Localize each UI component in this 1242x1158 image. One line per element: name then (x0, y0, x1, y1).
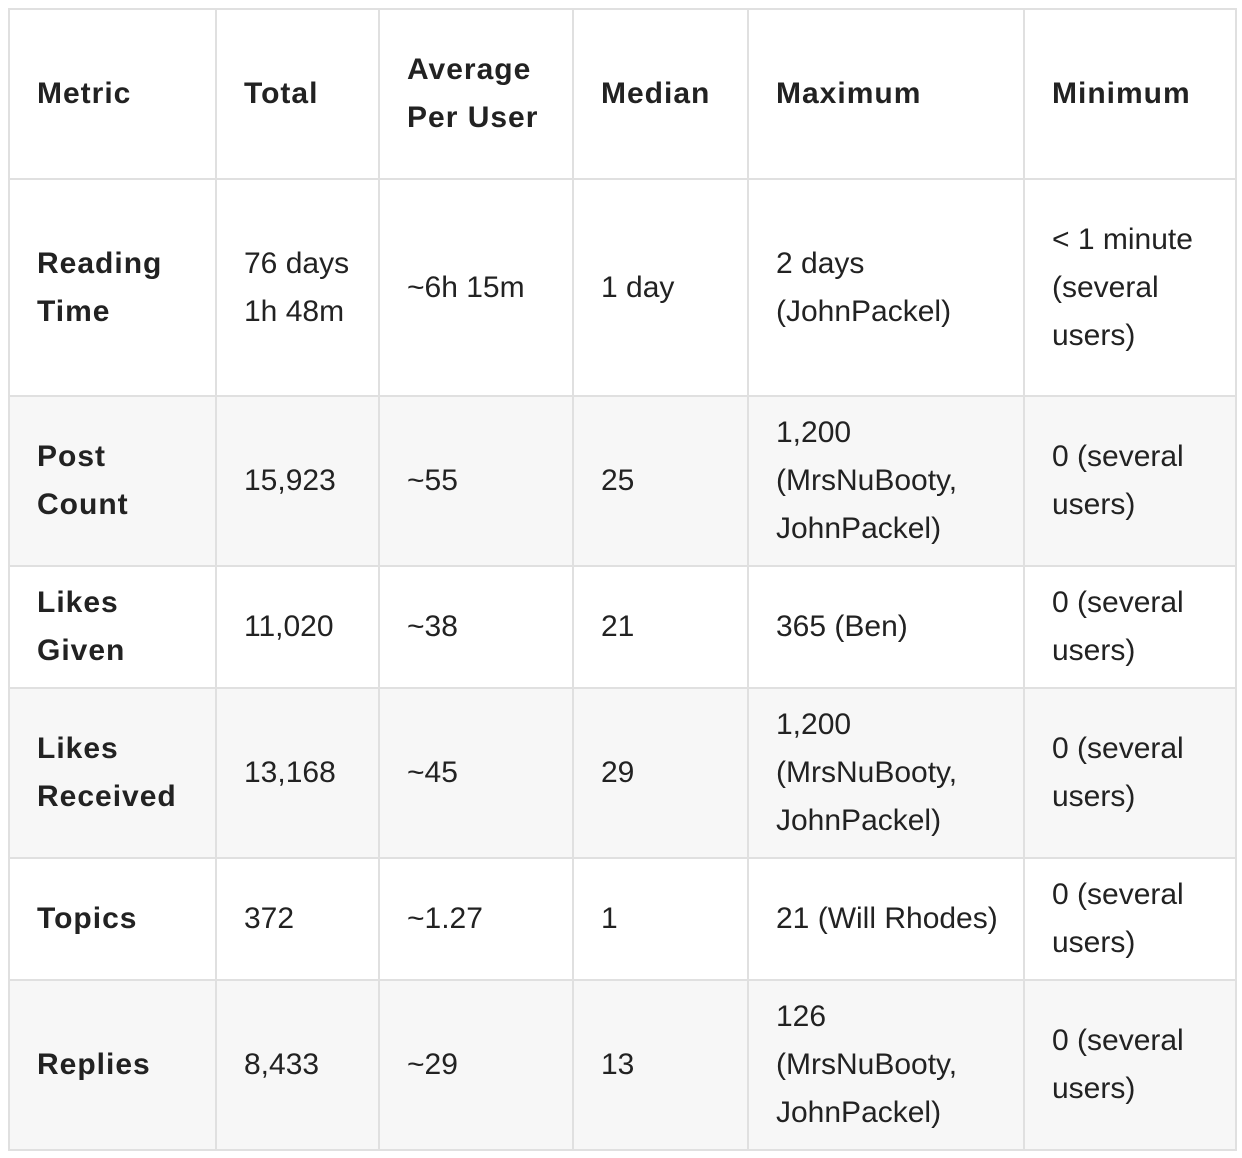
table-cell: ~1.27 (378, 857, 574, 981)
table-cell: 0 (several users) (1023, 565, 1237, 689)
table-cell: ~55 (378, 395, 574, 567)
table-cell: 8,433 (215, 979, 380, 1151)
table-cell: 1 (572, 857, 749, 981)
row-label: Likes Received (8, 687, 217, 859)
header-cell: Average Per User (378, 8, 574, 180)
table-row: Topics 372 ~1.27 1 21 (Will Rhodes) 0 (severa… (8, 857, 1237, 981)
table-cell: 0 (several users) (1023, 687, 1237, 859)
header-row: Metric Total Average Per User Median Maximum… (8, 8, 1237, 180)
table-cell: 76 days 1h 48m (215, 178, 380, 397)
table-cell: ~45 (378, 687, 574, 859)
table-cell: 365 (Ben) (747, 565, 1025, 689)
table-cell: 1 day (572, 178, 749, 397)
stats-table: Metric Total Average Per User Median Maximum… (8, 8, 1237, 1151)
table-cell: 25 (572, 395, 749, 567)
table-cell: ~29 (378, 979, 574, 1151)
table-cell: 2 days (JohnPackel) (747, 178, 1025, 397)
row-label: Reading Time (8, 178, 217, 397)
table-cell: 0 (several users) (1023, 979, 1237, 1151)
row-label: Likes Given (8, 565, 217, 689)
table-cell: ~38 (378, 565, 574, 689)
table-cell: 13 (572, 979, 749, 1151)
header-cell: Minimum (1023, 8, 1237, 180)
table-cell: ~6h 15m (378, 178, 574, 397)
table-cell: 11,020 (215, 565, 380, 689)
table-cell: 126 (MrsNuBooty, JohnPackel) (747, 979, 1025, 1151)
table-row: Post Count 15,923 ~55 25 1,200 (MrsNuBooty, … (8, 395, 1237, 567)
header-cell: Median (572, 8, 749, 180)
table-cell: 1,200 (MrsNuBooty, JohnPackel) (747, 395, 1025, 567)
table-cell: < 1 minute (several users) (1023, 178, 1237, 397)
table-row: Replies 8,433 ~29 13 126 (MrsNuBooty, JohnPa… (8, 979, 1237, 1151)
table-cell: 29 (572, 687, 749, 859)
table-cell: 21 (Will Rhodes) (747, 857, 1025, 981)
row-label: Post Count (8, 395, 217, 567)
table-cell: 21 (572, 565, 749, 689)
row-label: Topics (8, 857, 217, 981)
table-cell: 372 (215, 857, 380, 981)
table-row: Likes Given 11,020 ~38 21 365 (Ben) 0 (severa… (8, 565, 1237, 689)
table-cell: 0 (several users) (1023, 857, 1237, 981)
header-cell: Total (215, 8, 380, 180)
header-cell: Maximum (747, 8, 1025, 180)
table-cell: 15,923 (215, 395, 380, 567)
header-cell: Metric (8, 8, 217, 180)
row-label: Replies (8, 979, 217, 1151)
table-cell: 1,200 (MrsNuBooty, JohnPackel) (747, 687, 1025, 859)
table-cell: 0 (several users) (1023, 395, 1237, 567)
table-row: Reading Time 76 days 1h 48m ~6h 15m 1 day 2 … (8, 178, 1237, 397)
table-row: Likes Received 13,168 ~45 29 1,200 (MrsNuBoo… (8, 687, 1237, 859)
table-cell: 13,168 (215, 687, 380, 859)
